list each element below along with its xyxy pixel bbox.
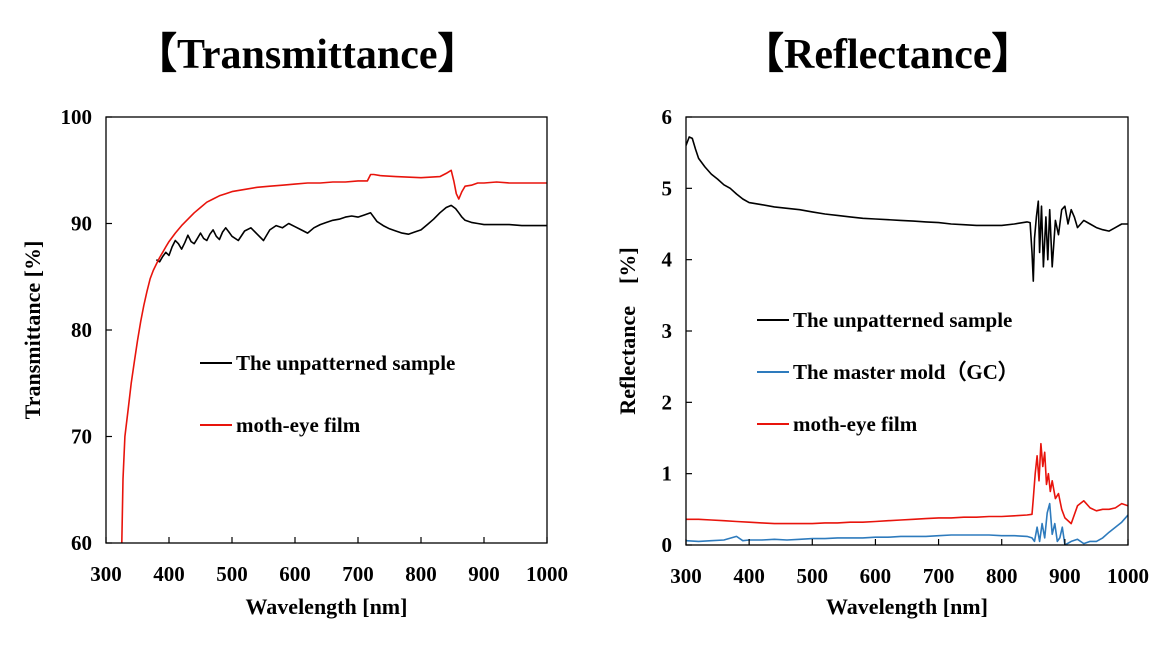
reflectance-y-tick-label: 0	[662, 533, 673, 557]
transmittance-x-tick-label: 700	[342, 562, 374, 586]
transmittance-y-tick-label: 70	[71, 425, 92, 449]
chart-title-reflectance: 【Reflectance】	[742, 32, 1034, 78]
reflectance-y-tick-label: 2	[662, 390, 673, 414]
reflectance-y-tick-label: 1	[662, 462, 673, 486]
transmittance-y-axis-label: Transmittance [%]	[20, 241, 45, 420]
reflectance-y-tick-label: 5	[662, 176, 673, 200]
transmittance-y-tick-label: 90	[71, 212, 92, 236]
reflectance-y-axis-label: Reflectance [%]	[615, 247, 640, 414]
transmittance-legend-label: moth-eye film	[236, 413, 361, 437]
transmittance-x-tick-label: 400	[153, 562, 185, 586]
transmittance-x-tick-label: 500	[216, 562, 248, 586]
reflectance-x-tick-label: 300	[670, 564, 702, 588]
transmittance-y-tick-label: 60	[71, 531, 92, 555]
reflectance-chart: 300 400 500 600 700 800 900 1000 0 1 2 3 4 5 6 Waveleng…	[615, 105, 1149, 619]
reflectance-x-tick-label: 400	[733, 564, 765, 588]
reflectance-x-tick-label: 600	[860, 564, 892, 588]
transmittance-x-tick-label: 300	[90, 562, 122, 586]
reflectance-y-tick-label: 6	[662, 105, 673, 129]
reflectance-x-tick-label: 1000	[1107, 564, 1149, 588]
reflectance-legend-label: moth-eye film	[793, 412, 918, 436]
transmittance-x-tick-label: 800	[405, 562, 437, 586]
reflectance-y-tick-label: 3	[662, 319, 673, 343]
reflectance-series-line-the-master-mold-gc	[686, 502, 1128, 545]
reflectance-legend-label: The master mold（GC）	[793, 360, 1019, 384]
transmittance-legend-label: The unpatterned sample	[236, 351, 455, 375]
transmittance-x-axis-label: Wavelength [nm]	[246, 594, 408, 619]
reflectance-x-axis-label: Wavelength [nm]	[826, 594, 988, 619]
reflectance-legend-label: The unpatterned sample	[793, 308, 1012, 332]
reflectance-x-tick-label: 500	[797, 564, 829, 588]
transmittance-series-line-the-unpatterned-sample	[155, 204, 547, 263]
reflectance-x-tick-label: 900	[1049, 564, 1081, 588]
reflectance-x-tick-label: 800	[986, 564, 1018, 588]
transmittance-y-tick-label: 100	[61, 105, 93, 129]
transmittance-chart: 300 400 500 600 700 800 900 1000 60 70 80 90 100 Wave…	[20, 105, 568, 619]
reflectance-series-line-the-unpatterned-sample	[686, 136, 1128, 282]
chart-title-transmittance: 【Transmittance】	[135, 32, 480, 78]
transmittance-x-tick-label: 1000	[526, 562, 568, 586]
transmittance-x-tick-label: 600	[279, 562, 311, 586]
reflectance-x-tick-label: 700	[923, 564, 955, 588]
transmittance-series-line-moth-eye-film	[121, 169, 547, 543]
transmittance-plot-frame	[105, 116, 548, 544]
reflectance-series-line-moth-eye-film	[686, 442, 1128, 525]
transmittance-x-tick-label: 900	[468, 562, 500, 586]
transmittance-y-tick-label: 80	[71, 318, 92, 342]
reflectance-y-tick-label: 4	[662, 248, 673, 272]
